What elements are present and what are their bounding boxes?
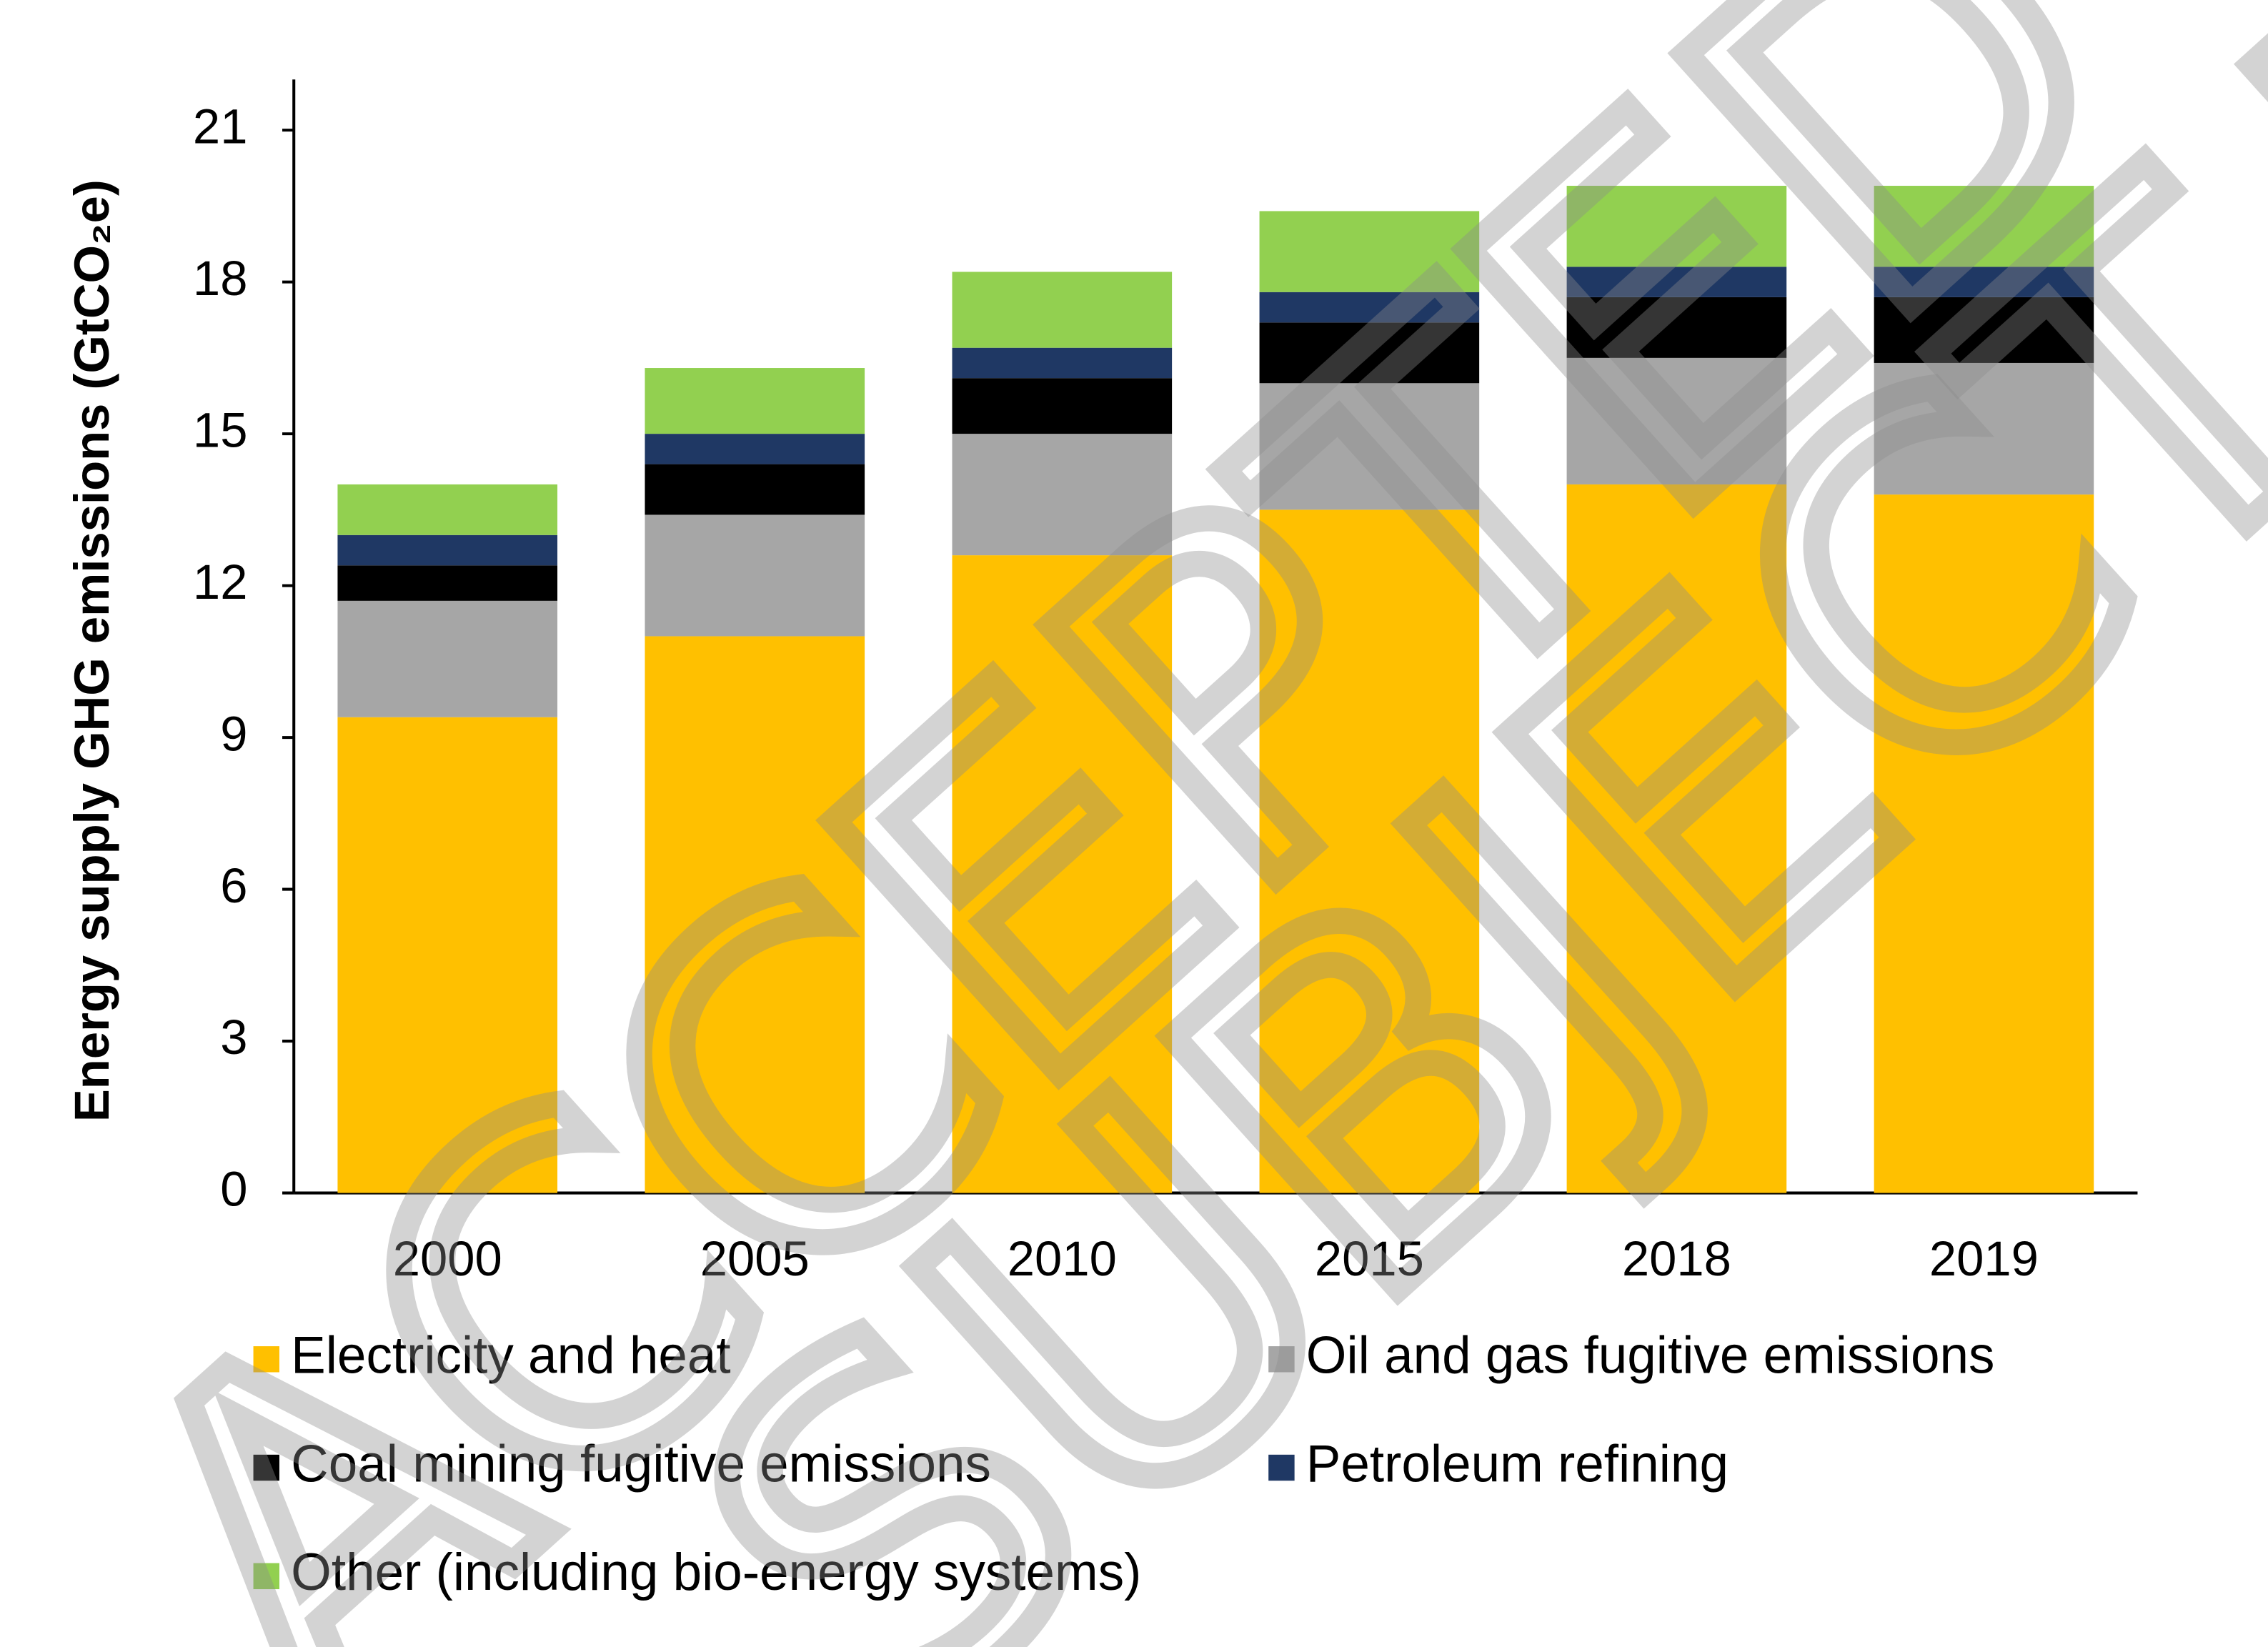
bar-segment xyxy=(952,347,1173,379)
bar-segment xyxy=(1566,357,1787,484)
legend-swatch xyxy=(1268,1454,1295,1481)
y-tick-label: 15 xyxy=(193,402,248,457)
legend-swatch xyxy=(253,1346,279,1373)
bar-segment xyxy=(645,368,865,434)
legend-label: Petroleum refining xyxy=(1306,1435,1729,1493)
bar-segment xyxy=(337,565,558,601)
y-tick-label: 21 xyxy=(193,99,248,154)
bar-segment xyxy=(337,534,558,566)
bar-segment xyxy=(337,717,558,1193)
y-tick-label: 3 xyxy=(220,1010,247,1065)
bar-segment xyxy=(645,464,865,515)
x-tick-label: 2010 xyxy=(1008,1231,1117,1286)
y-axis-label: Energy supply GHG emissions (GtCO₂e) xyxy=(64,179,119,1122)
legend-swatch xyxy=(1268,1346,1295,1373)
x-tick-label: 2005 xyxy=(700,1231,810,1286)
bar-segment xyxy=(645,514,865,637)
bar-segment xyxy=(645,434,865,464)
bar-segment xyxy=(337,484,558,535)
bar-segment xyxy=(1566,186,1787,267)
legend-label: Other (including bio-energy systems) xyxy=(291,1543,1141,1601)
x-tick-label: 2015 xyxy=(1315,1231,1424,1286)
bar-segment xyxy=(1259,383,1480,510)
y-tick-label: 6 xyxy=(220,858,247,913)
x-tick-label: 2018 xyxy=(1622,1231,1731,1286)
x-tick-label: 2000 xyxy=(393,1231,502,1286)
bar-segment xyxy=(1874,267,2094,297)
bar-segment xyxy=(952,555,1173,1193)
x-tick-label: 2019 xyxy=(1929,1231,2039,1286)
y-tick-label: 12 xyxy=(193,554,248,609)
bar-segment xyxy=(1874,362,2094,495)
legend-label: Coal mining fugitive emissions xyxy=(291,1435,991,1493)
bar-segment xyxy=(952,272,1173,348)
bar-segment xyxy=(1874,494,2094,1193)
y-tick-label: 18 xyxy=(193,251,248,306)
bar-segment xyxy=(1259,322,1480,384)
legend-swatch xyxy=(253,1563,279,1590)
legend-label: Electricity and heat xyxy=(291,1327,730,1385)
bar-segment xyxy=(952,378,1173,434)
y-tick-label: 0 xyxy=(220,1162,247,1217)
bar-segment xyxy=(1566,484,1787,1193)
bar-segment xyxy=(1566,297,1787,358)
bar-segment xyxy=(1874,297,2094,363)
bar-segment xyxy=(1874,186,2094,267)
bar-segment xyxy=(337,600,558,717)
legend-swatch xyxy=(253,1454,279,1481)
bar-segment xyxy=(1566,267,1787,297)
legend-label: Oil and gas fugitive emissions xyxy=(1306,1327,1995,1385)
bar-segment xyxy=(645,636,865,1193)
bar-segment xyxy=(952,434,1173,556)
y-tick-label: 9 xyxy=(220,706,247,761)
bar-segment xyxy=(1259,292,1480,323)
bar-segment xyxy=(1259,211,1480,292)
bar-segment xyxy=(1259,509,1480,1193)
